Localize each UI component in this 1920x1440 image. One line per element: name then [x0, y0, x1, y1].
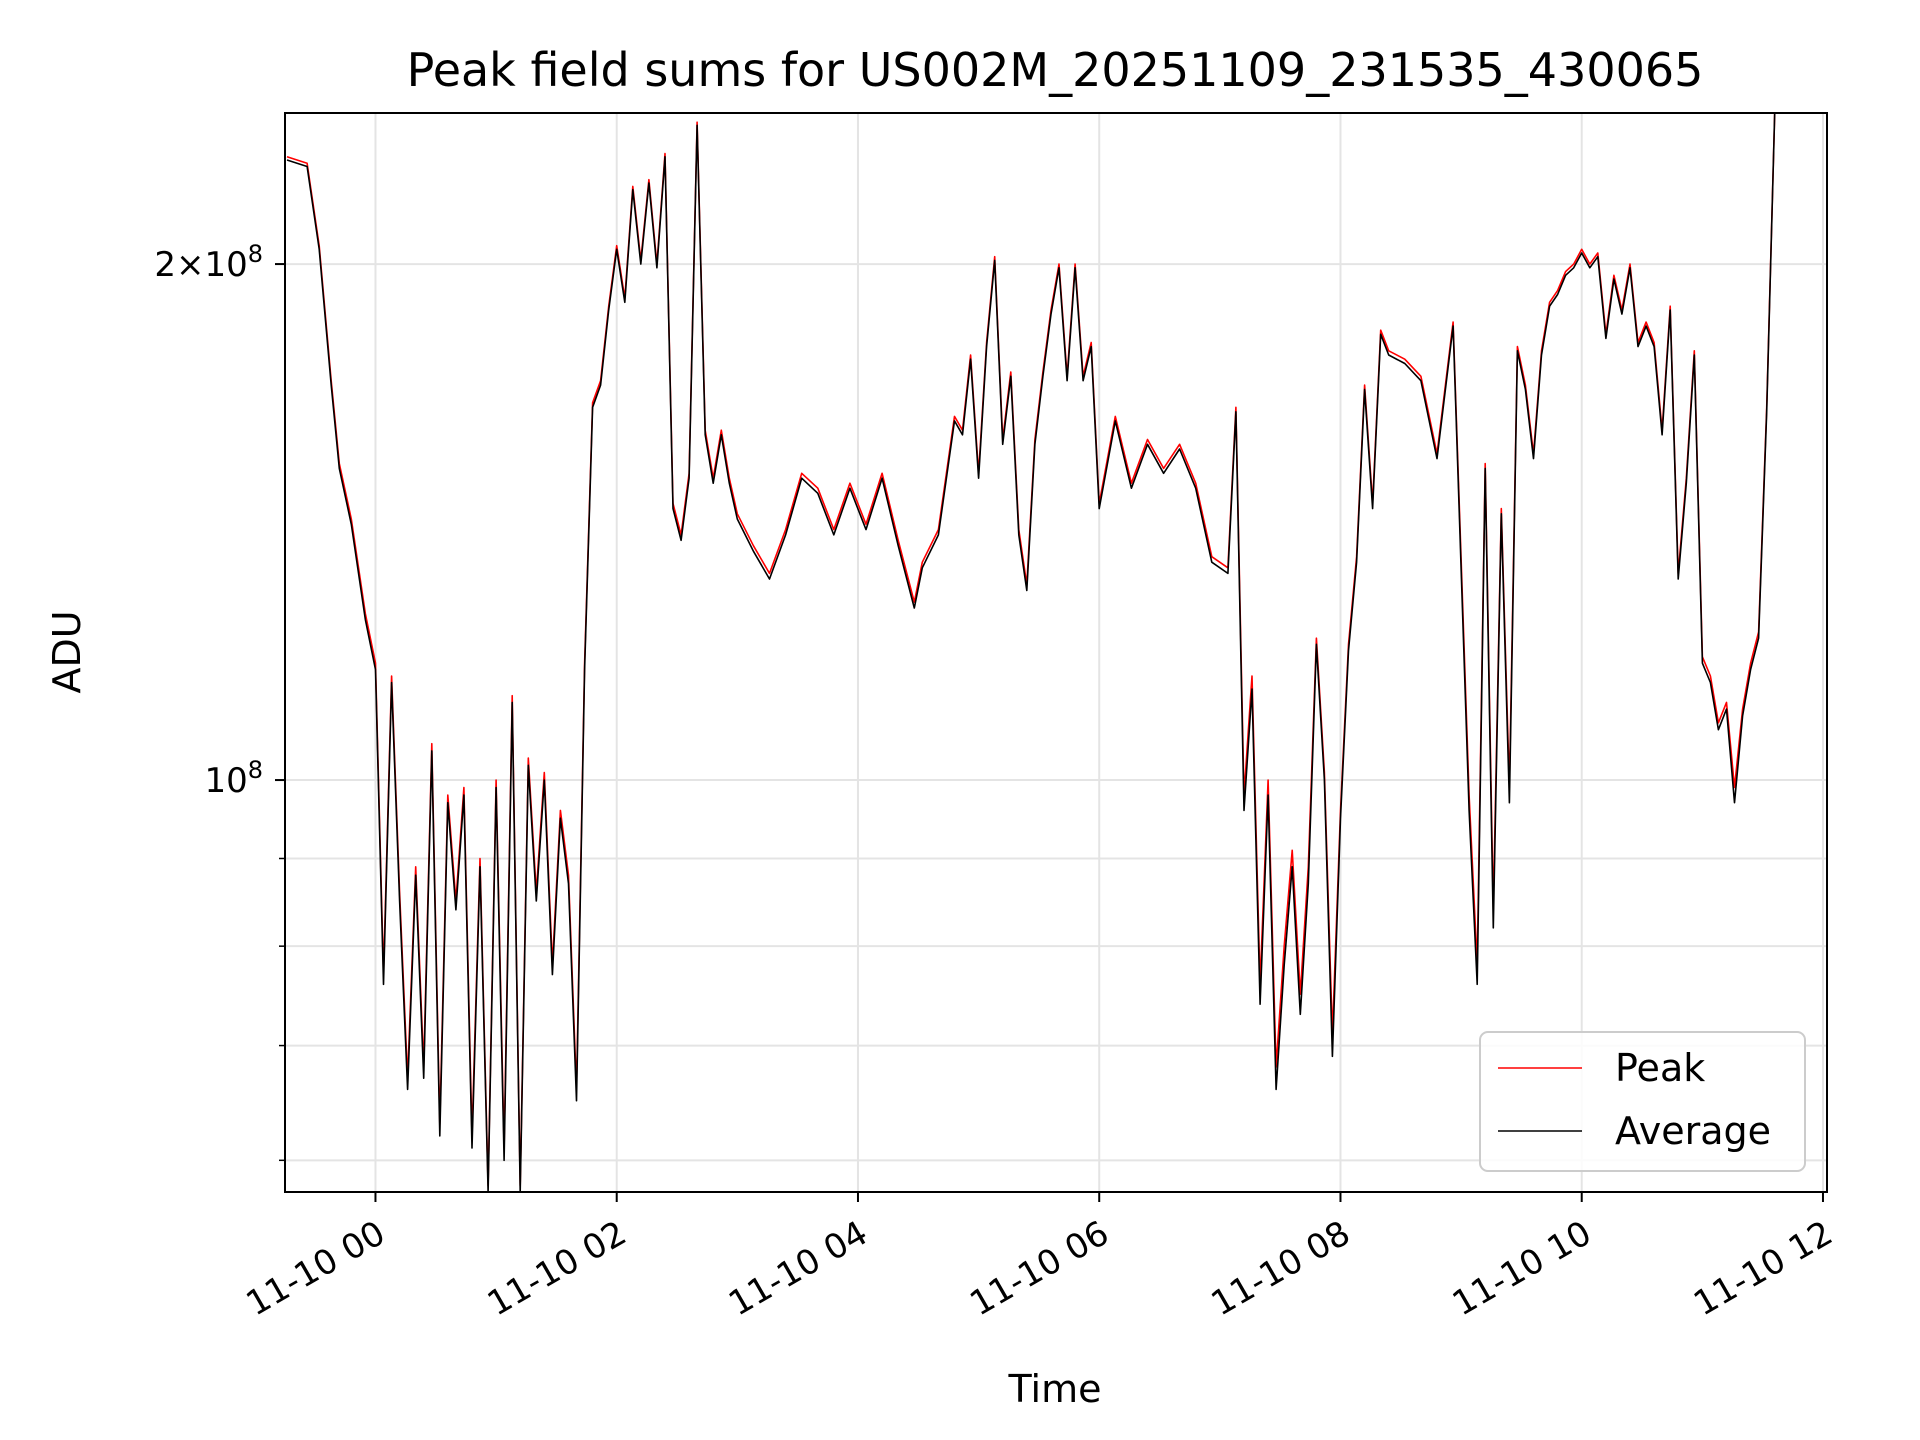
y-tick-label: 2×108 — [154, 240, 263, 285]
chart-title: Peak field sums for US002M_20251109_2315… — [407, 43, 1704, 97]
average-series-line — [286, 112, 1776, 1193]
y-axis-title: ADU — [45, 610, 89, 693]
legend-peak-label: Peak — [1615, 1046, 1705, 1090]
series-lines — [286, 112, 1776, 1193]
legend-box — [1479, 1031, 1806, 1172]
x-axis-title: Time — [1008, 1367, 1102, 1411]
y-tick-label: 108 — [204, 756, 263, 801]
plot-area-frame — [284, 112, 1828, 1193]
y-axis-ticks: 108 2×108 — [154, 240, 285, 1162]
legend-average-label: Average — [1615, 1109, 1771, 1153]
legend: Peak Average — [1479, 1031, 1806, 1172]
